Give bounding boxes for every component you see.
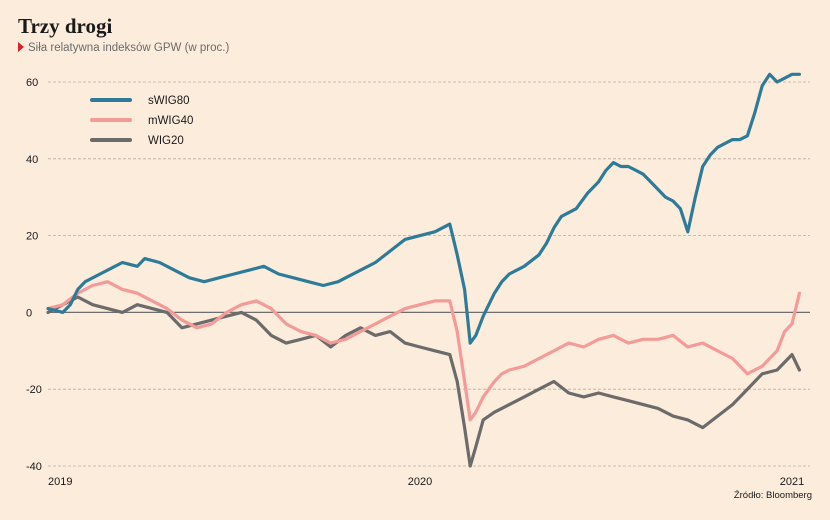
legend-label: sWIG80 — [148, 95, 190, 107]
y-axis-ticks: 60 40 20 0 -20 -40 — [26, 77, 42, 473]
x-tick-label: 2019 — [48, 476, 72, 488]
y-tick-label: 40 — [26, 154, 38, 166]
y-tick-label: 20 — [26, 231, 38, 243]
series-line-wig20 — [46, 295, 802, 468]
series-lines — [46, 72, 802, 468]
y-tick-label: -20 — [26, 384, 42, 396]
chart-subtitle-text: Siła relatywna indeksów GPW (w proc.) — [28, 42, 230, 54]
legend-label: mWIG40 — [148, 115, 193, 127]
y-tick-label: 0 — [26, 307, 32, 319]
series-line-mwig40 — [46, 280, 802, 422]
y-tick-label: -40 — [26, 461, 42, 473]
red-triangle-icon — [18, 42, 24, 52]
chart-subtitle: Siła relatywna indeksów GPW (w proc.) — [18, 42, 229, 54]
y-tick-label: 60 — [26, 77, 38, 89]
series-line-swig80 — [46, 72, 802, 345]
gridlines — [48, 81, 810, 467]
legend-label: WIG20 — [148, 135, 184, 147]
x-tick-label: 2020 — [408, 476, 432, 488]
x-axis-ticks: 2019 2020 2021 — [48, 476, 804, 488]
legend: sWIG80 mWIG40 WIG20 — [90, 95, 193, 147]
source-note: Źródło: Bloomberg — [733, 490, 812, 501]
chart-title: Trzy drogi — [18, 14, 113, 38]
x-tick-label: 2021 — [780, 476, 804, 488]
